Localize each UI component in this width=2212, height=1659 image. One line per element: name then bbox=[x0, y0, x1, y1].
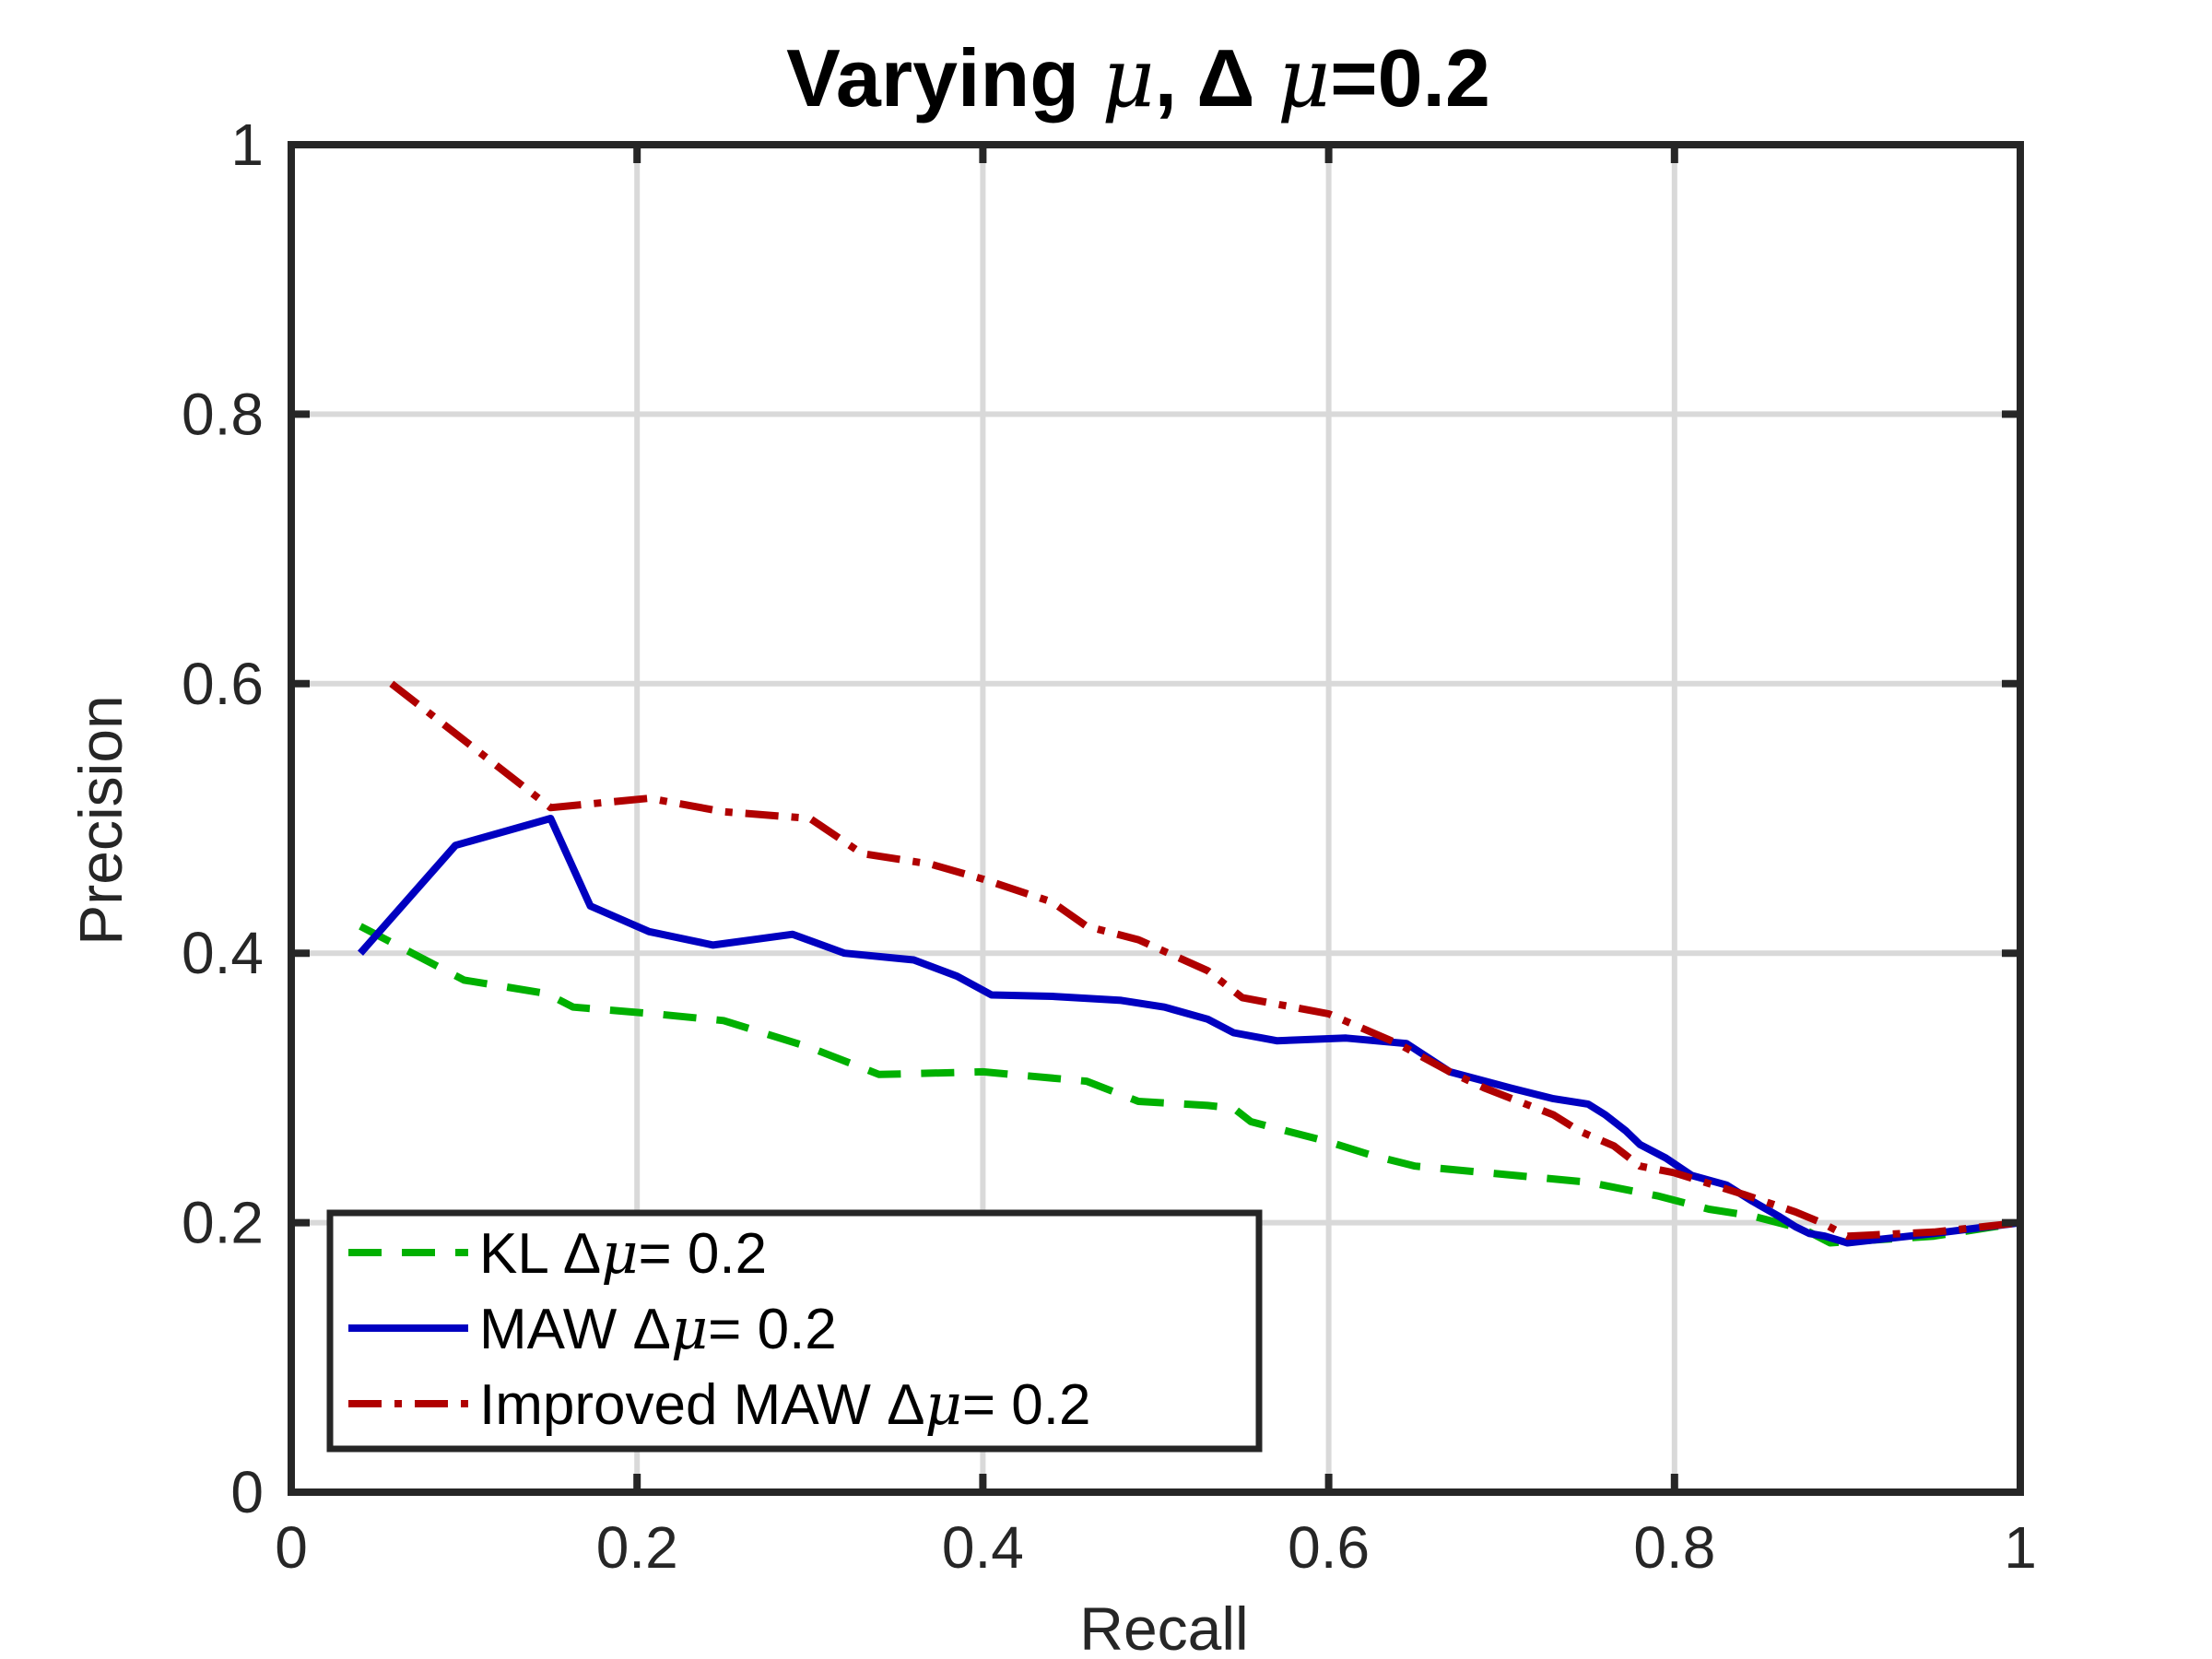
x-tick-label: 0 bbox=[275, 1514, 308, 1581]
chart-title: Varying μ, Δ μ=0.2 bbox=[786, 30, 1490, 125]
series-line-2 bbox=[389, 680, 2021, 1241]
x-tick-label: 1 bbox=[2004, 1514, 2037, 1581]
y-tick-label: 1 bbox=[230, 112, 264, 178]
legend-label-2: Improved MAW Δμ= 0.2 bbox=[479, 1371, 1090, 1438]
plot-frame bbox=[288, 141, 2024, 1496]
legend: KL Δμ= 0.2 MAW Δμ= 0.2 Improved MAW Δμ= 0.… bbox=[326, 1209, 1263, 1453]
y-axis-label: Precision bbox=[66, 695, 135, 945]
series-lines bbox=[358, 680, 2021, 1247]
series-line-0 bbox=[359, 923, 2021, 1247]
y-tick-label: 0.6 bbox=[182, 651, 264, 717]
x-tick-label: 0.4 bbox=[942, 1514, 1024, 1581]
y-tick-label: 0 bbox=[230, 1459, 264, 1525]
x-tick-label: 0.2 bbox=[596, 1514, 678, 1581]
y-tick-label: 0.8 bbox=[182, 381, 264, 447]
x-tick-label: 0.6 bbox=[1288, 1514, 1370, 1581]
x-tick-label: 0.8 bbox=[1633, 1514, 1715, 1581]
legend-label-1: MAW Δμ= 0.2 bbox=[479, 1295, 837, 1362]
x-axis-label: Recall bbox=[1079, 1594, 1248, 1659]
y-tick-label: 0.2 bbox=[182, 1190, 264, 1256]
legend-label-0: KL Δμ= 0.2 bbox=[479, 1219, 767, 1287]
axis-ticks: 0 0.2 0.4 0.6 0.8 1 0 0.2 0.4 0.6 0.8 1 bbox=[182, 112, 2037, 1581]
legend-box bbox=[326, 1209, 1263, 1453]
y-tick-label: 0.4 bbox=[182, 920, 264, 986]
series-line-1 bbox=[358, 815, 2021, 1247]
